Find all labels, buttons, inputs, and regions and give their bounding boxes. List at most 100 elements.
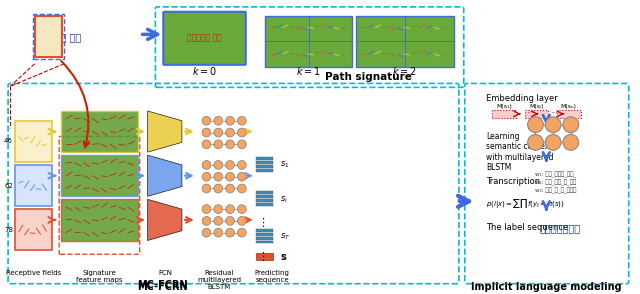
Text: Transcription: Transcription	[486, 177, 540, 186]
Bar	[255, 237, 273, 240]
Circle shape	[226, 140, 234, 149]
Circle shape	[237, 116, 246, 125]
Circle shape	[226, 172, 234, 181]
Text: 感人的儿童 电影: 感人的儿童 电影	[37, 32, 81, 42]
Bar	[255, 199, 273, 202]
Bar	[255, 240, 273, 243]
Text: Signature
feature maps: Signature feature maps	[76, 270, 123, 283]
Text: Residual
multilayered
BLSTM: Residual multilayered BLSTM	[197, 270, 241, 290]
Circle shape	[202, 205, 211, 213]
Circle shape	[214, 140, 223, 149]
Polygon shape	[148, 111, 182, 152]
Text: Embedding layer: Embedding layer	[486, 94, 558, 103]
Circle shape	[214, 116, 223, 125]
Bar	[255, 165, 273, 168]
Bar	[33, 14, 64, 59]
Text: ⋮: ⋮	[257, 218, 268, 228]
Bar	[61, 199, 138, 240]
Bar	[15, 209, 52, 250]
Text: M(sᵤ): M(sᵤ)	[561, 103, 577, 108]
Text: $s_i$: $s_i$	[280, 194, 288, 205]
Text: w₂: 感人_的儿_童_电影: w₂: 感人_的儿_童_电影	[536, 179, 577, 186]
Bar	[266, 16, 352, 67]
Circle shape	[226, 161, 234, 169]
Text: M(s₁): M(s₁)	[496, 103, 512, 108]
Text: $p(l|x) = \sum \prod f(y_t = \pi(s))$: $p(l|x) = \sum \prod f(y_t = \pi(s))$	[486, 198, 565, 210]
Bar	[255, 203, 273, 206]
Circle shape	[202, 128, 211, 137]
Bar	[255, 191, 273, 194]
Circle shape	[237, 172, 246, 181]
Text: $\mathbf{s}$: $\mathbf{s}$	[280, 252, 287, 262]
Circle shape	[226, 116, 234, 125]
Text: The label sequence: The label sequence	[486, 223, 568, 232]
Circle shape	[545, 117, 561, 133]
Text: $k = 2$: $k = 2$	[392, 65, 417, 77]
Bar	[15, 121, 52, 162]
Circle shape	[563, 117, 579, 133]
Bar	[61, 111, 138, 152]
Text: 感人的儿童 电影: 感人的儿童 电影	[187, 34, 222, 43]
Circle shape	[214, 128, 223, 137]
Bar	[255, 253, 273, 260]
Text: MC-FCRN: MC-FCRN	[137, 282, 188, 292]
Text: Predicting
sequence: Predicting sequence	[255, 270, 290, 283]
Circle shape	[214, 184, 223, 193]
Circle shape	[237, 205, 246, 213]
Circle shape	[563, 134, 579, 150]
Circle shape	[226, 205, 234, 213]
Circle shape	[202, 184, 211, 193]
Circle shape	[214, 216, 223, 225]
Circle shape	[202, 172, 211, 181]
Circle shape	[214, 228, 223, 237]
Bar	[255, 157, 273, 160]
Text: ···: ···	[525, 109, 534, 118]
Bar	[525, 110, 548, 118]
Text: Receptive fields: Receptive fields	[6, 270, 61, 276]
Text: w₃: 感人_的_儿_童电影: w₃: 感人_的_儿_童电影	[536, 187, 577, 193]
Circle shape	[237, 184, 246, 193]
Circle shape	[226, 228, 234, 237]
Text: $s_T$: $s_T$	[280, 231, 291, 242]
Circle shape	[237, 128, 246, 137]
Text: Path signature: Path signature	[325, 71, 412, 81]
Text: 62: 62	[4, 183, 13, 188]
Circle shape	[202, 228, 211, 237]
Bar	[35, 16, 62, 57]
Circle shape	[202, 116, 211, 125]
Text: Implicit language modeling: Implicit language modeling	[471, 282, 621, 292]
Text: ⋮: ⋮	[257, 252, 268, 262]
Circle shape	[214, 205, 223, 213]
Circle shape	[202, 216, 211, 225]
Bar	[15, 165, 52, 206]
Circle shape	[214, 161, 223, 169]
Text: $k = 0$: $k = 0$	[192, 65, 217, 77]
Circle shape	[202, 140, 211, 149]
Polygon shape	[148, 199, 182, 240]
Circle shape	[527, 117, 543, 133]
Bar	[255, 229, 273, 232]
Circle shape	[226, 128, 234, 137]
Text: $k = 1$: $k = 1$	[296, 65, 321, 77]
FancyBboxPatch shape	[163, 12, 246, 65]
Text: 78: 78	[4, 227, 13, 233]
Bar	[255, 196, 273, 198]
Bar	[356, 16, 454, 67]
Text: FCN: FCN	[158, 270, 172, 276]
Text: MC-FCRN: MC-FCRN	[137, 280, 188, 290]
Bar	[255, 161, 273, 164]
Circle shape	[202, 161, 211, 169]
Bar	[255, 233, 273, 235]
Text: 46: 46	[4, 138, 13, 144]
Circle shape	[214, 172, 223, 181]
Bar	[557, 110, 580, 118]
Circle shape	[226, 184, 234, 193]
Circle shape	[545, 134, 561, 150]
Text: ···: ···	[550, 109, 558, 118]
Circle shape	[237, 216, 246, 225]
Bar	[492, 110, 516, 118]
Text: 感人的儿童电影: 感人的儿童电影	[540, 223, 580, 233]
Circle shape	[237, 228, 246, 237]
Circle shape	[226, 216, 234, 225]
Text: w₁: 感人_的儿童_电影_: w₁: 感人_的儿童_电影_	[536, 172, 577, 178]
